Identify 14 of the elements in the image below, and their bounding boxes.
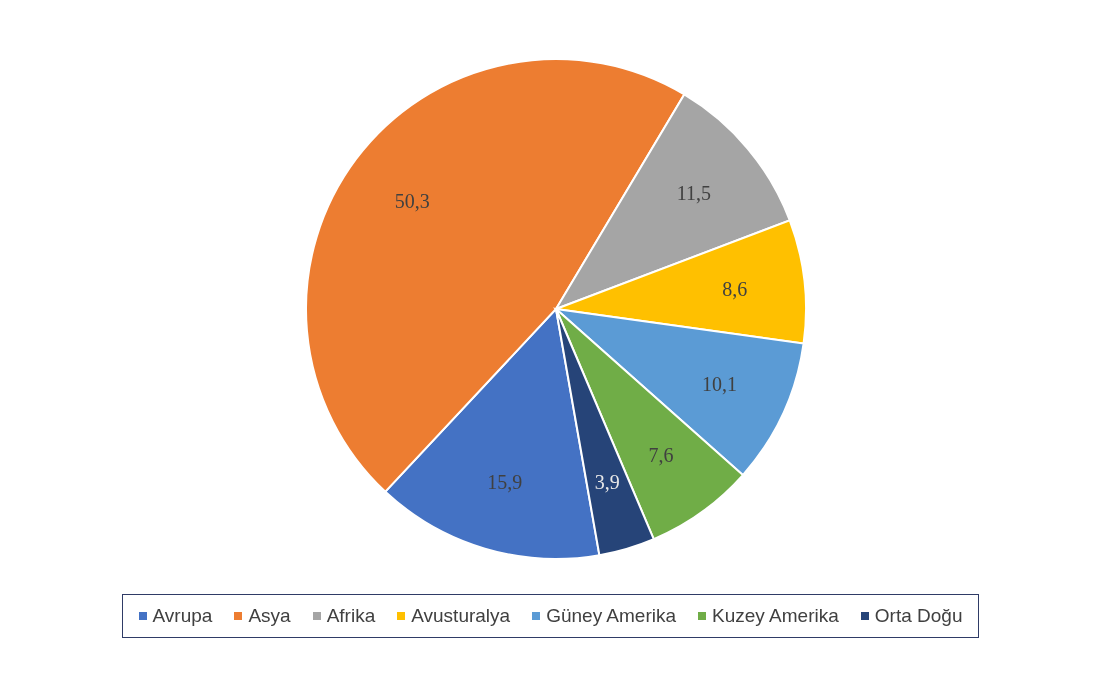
legend-label: Kuzey Amerika — [711, 604, 839, 627]
data-label: 8,6 — [721, 277, 747, 300]
legend-label: Orta Doğu — [873, 604, 963, 627]
data-label: 7,6 — [648, 443, 674, 466]
legend-label: Avusturalya — [410, 604, 511, 627]
data-label: 3,9 — [594, 470, 620, 493]
data-label: 11,5 — [676, 181, 711, 204]
data-label: 15,9 — [486, 470, 522, 493]
data-label: 10,1 — [701, 372, 737, 395]
legend-label: Güney Amerika — [545, 604, 677, 627]
legend-label: Afrika — [325, 604, 376, 627]
legend-label: Asya — [247, 604, 291, 627]
data-label: 50,3 — [394, 189, 430, 212]
legend-label: Avrupa — [151, 604, 213, 627]
